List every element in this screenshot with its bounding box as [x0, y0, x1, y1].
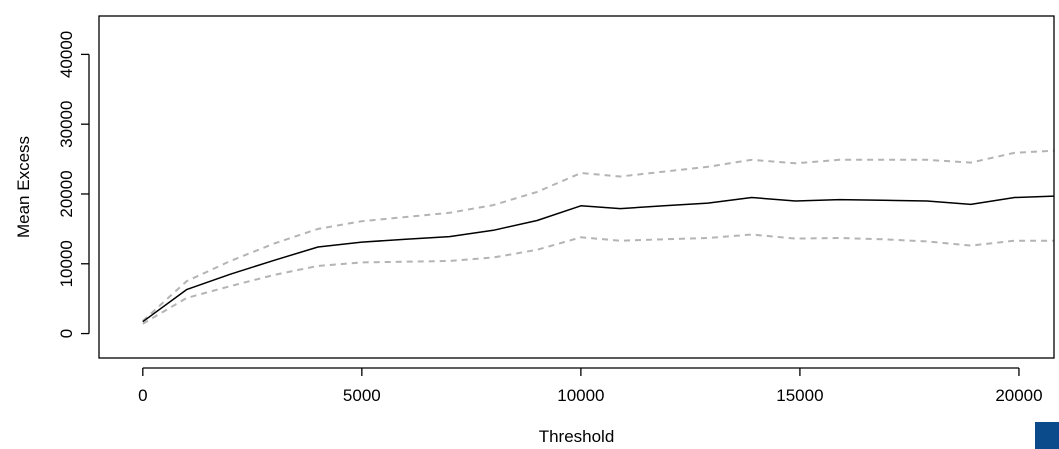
- y-axis-title: Mean Excess: [14, 136, 33, 238]
- y-axis-ticks: 0 10000 20000 30000 40000: [57, 31, 89, 338]
- y-tick-label: 30000: [57, 101, 76, 148]
- y-tick-label: 20000: [57, 170, 76, 217]
- lower-confidence-line: [142, 233, 1054, 325]
- x-tick-label: 5000: [343, 386, 381, 405]
- x-tick-label: 0: [138, 386, 147, 405]
- x-tick-label: 10000: [557, 386, 604, 405]
- upper-confidence-line: [142, 149, 1055, 322]
- x-tick-label: 20000: [995, 386, 1042, 405]
- mean-excess-line: [142, 195, 1055, 323]
- plot-frame: [98, 15, 1055, 359]
- x-axis-title: Threshold: [539, 427, 615, 446]
- x-axis-ticks: 0 5000 10000 15000 20000: [138, 368, 1043, 405]
- y-tick-label: 0: [57, 329, 76, 338]
- y-tick-label: 10000: [57, 240, 76, 287]
- x-tick-label: 15000: [776, 386, 823, 405]
- y-tick-label: 40000: [57, 31, 76, 78]
- blue-square-icon: [1035, 422, 1059, 449]
- plot-marks: [142, 149, 1055, 325]
